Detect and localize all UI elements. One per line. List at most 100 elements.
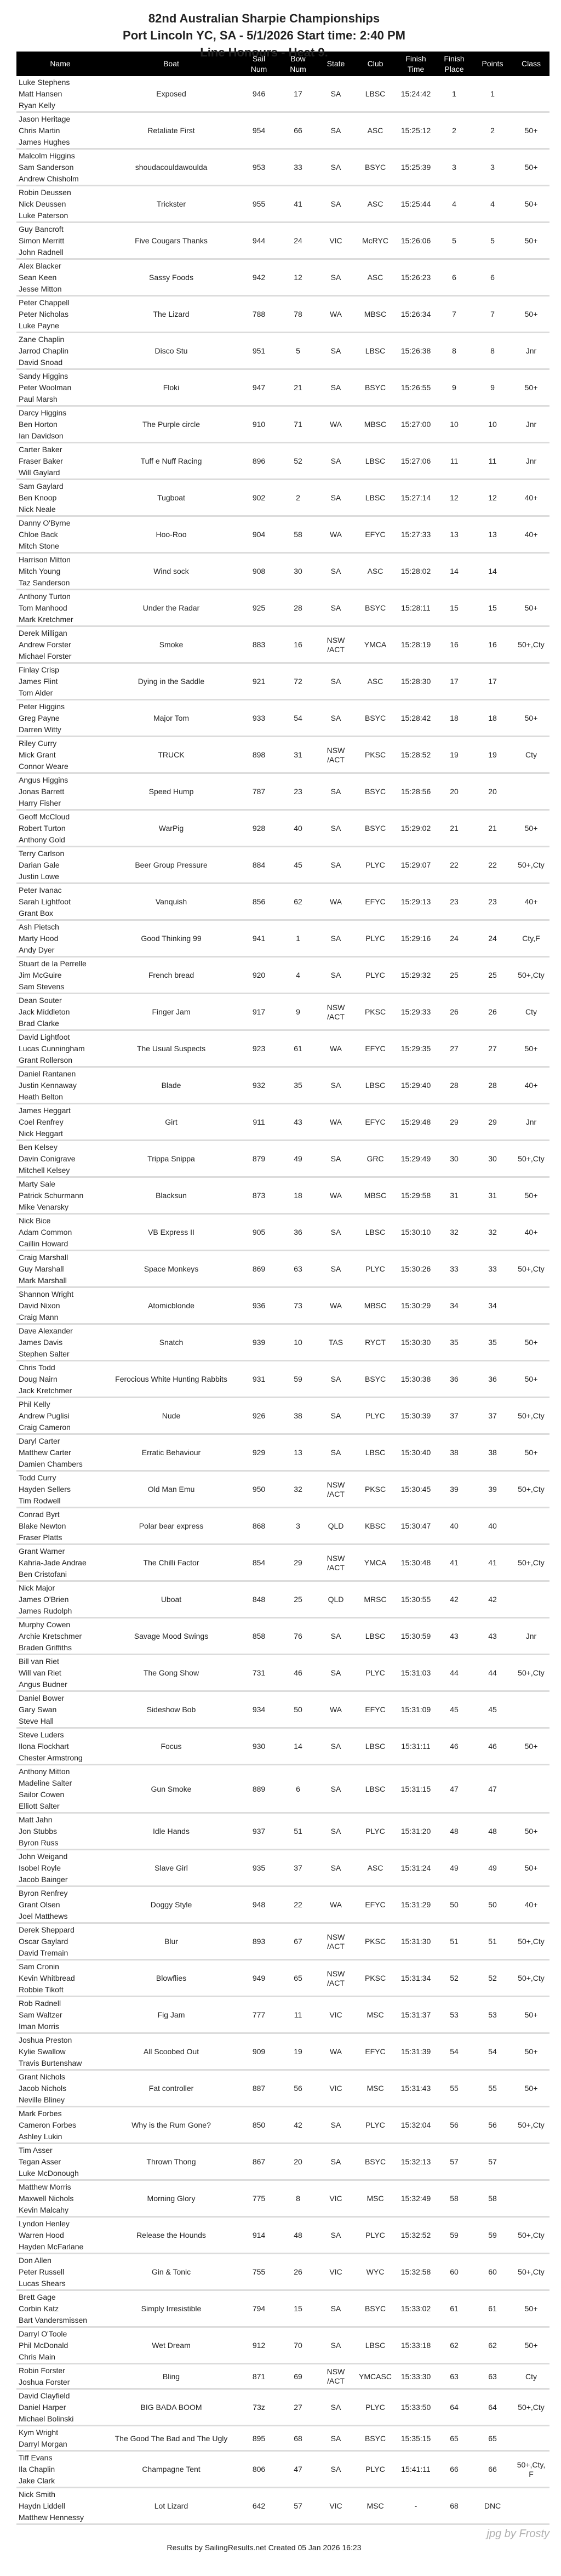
bow-num-cell: 76	[294, 1632, 302, 1640]
points-cell: 1	[490, 89, 495, 98]
finish-time-cell: 15:26:55	[400, 383, 431, 392]
class-cell: 50+,​Cty	[518, 1668, 545, 1677]
points-cell: 51	[488, 1937, 497, 1946]
crew-member: Tiff Evans	[19, 2453, 53, 2462]
class-cell: 50+	[524, 1742, 538, 1751]
column-header-club: Club	[367, 59, 383, 68]
crew-member: Michael Forster	[19, 652, 72, 660]
crew-member: Grant Nichols	[19, 2072, 65, 2081]
crew-cell: Derek Sheppard Oscar Gaylard David Tremain	[16, 1924, 104, 1959]
boat-cell: Fig Jam	[157, 2010, 185, 2019]
sail-num-cell: 902	[252, 493, 266, 502]
bow-num-cell: 51	[294, 1827, 302, 1836]
crew-member: Oscar Gaylard	[19, 1937, 68, 1946]
crew-member: Marty Hood	[19, 934, 59, 943]
finish-time-cell: 15:30:39	[400, 1411, 431, 1420]
crew-member: John Radnell	[19, 248, 64, 257]
points-cell: 36	[488, 1375, 497, 1383]
finish-time-cell: 15:33:50	[400, 2403, 431, 2412]
finish-place-cell: 54	[450, 2047, 459, 2056]
class-cell: 50+	[524, 603, 538, 612]
state-cell: SA	[330, 2433, 341, 2443]
bow-num-cell: 49	[294, 1154, 302, 1163]
column-header-bow-num: Bow Num	[290, 54, 306, 73]
crew-cell: Terry Carlson Darian Gale Justin Lowe	[16, 848, 104, 882]
boat-cell: Sideshow Bob	[146, 1705, 196, 1714]
club-cell: LBSC	[365, 1632, 386, 1640]
crew-member: Kevin Whitbread	[19, 1974, 75, 1982]
points-cell: 47	[488, 1784, 497, 1793]
crew-cell: Robin Forster Joshua Forster	[16, 2365, 104, 2388]
finish-time-cell: 15:25:44	[400, 200, 431, 208]
crew-member: Simon Merritt	[19, 236, 65, 245]
crew-cell: Grant Nichols Jacob Nichols Neville Bliney	[16, 2071, 104, 2106]
finish-time-cell: 15:29:07	[400, 860, 431, 869]
crew-cell: Ben Kelsey Davin Conigrave Mitchell Kelsey	[16, 1142, 104, 1176]
points-cell: 62	[488, 2341, 497, 2350]
crew-member: James O'Brien	[19, 1595, 69, 1604]
column-header-points: Points	[482, 59, 503, 68]
table-row: Terry Carlson Darian Gale Justin Lowe Beer …	[16, 847, 549, 884]
crew-cell: Sandy Higgins Peter Woolman Paul Marsh	[16, 371, 104, 405]
bow-num-cell: 45	[294, 860, 302, 869]
crew-member: Maxwell Nichols	[19, 2194, 74, 2203]
finish-place-cell: 46	[450, 1742, 459, 1751]
crew-cell: Don Allen Peter Russell Lucas Shears	[16, 2255, 104, 2289]
watermark: jpg by Frosty	[486, 2528, 549, 2540]
state-cell: SA	[330, 457, 341, 465]
crew-cell: Brett Gage Corbin Katz Bart Vandersmissen	[16, 2292, 104, 2326]
crew-member: Darcy Higgins	[19, 408, 67, 417]
table-row: Ash Pietsch Marty Hood Andy Dyer Good Think…	[16, 921, 549, 958]
state-cell: NSW​/ACT	[327, 1969, 345, 1987]
bow-num-cell: 3	[296, 1521, 300, 1530]
crew-member: Nick Neale	[19, 505, 56, 514]
club-cell: MRSC	[364, 1595, 387, 1604]
state-cell: VIC	[329, 2084, 342, 2093]
crew-member: Tom Alder	[19, 688, 53, 697]
table-row: Alex Blacker Sean Keen Jesse Mitton Sassy F…	[16, 260, 549, 297]
sail-num-cell: 777	[252, 2010, 266, 2019]
state-cell: SA	[330, 567, 341, 575]
bow-num-cell: 43	[294, 1118, 302, 1126]
crew-cell: Nick Bice Adam Common Caillin Howard	[16, 1215, 104, 1250]
bow-num-cell: 73	[294, 1301, 302, 1310]
crew-member: Sam Sanderson	[19, 163, 74, 172]
table-row: Bill van Riet Will van Riet Angus Budner Th…	[16, 1655, 549, 1692]
sail-num-cell: 787	[252, 787, 266, 796]
crew-cell: Darryl O'Toole Phil McDonald Chris Main	[16, 2328, 104, 2363]
sail-num-cell: 951	[252, 346, 266, 355]
state-cell: WA	[329, 530, 342, 539]
table-row: James Heggart Coel Renfrey Nick Heggart Gir…	[16, 1104, 549, 1141]
finish-place-cell: 25	[450, 971, 459, 979]
table-row: David Clayfield Daniel Harper Michael Boli…	[16, 2390, 549, 2426]
state-cell: SA	[330, 971, 341, 979]
sail-num-cell: 925	[252, 603, 266, 612]
points-cell: 21	[488, 824, 497, 833]
state-cell: SA	[330, 1448, 341, 1457]
sail-num-cell: 923	[252, 1044, 266, 1053]
points-cell: 28	[488, 1081, 497, 1090]
crew-member: Andy Dyer	[19, 945, 55, 954]
crew-member: Angus Budner	[19, 1680, 67, 1689]
crew-member: Kym Wright	[19, 2428, 59, 2437]
club-cell: LBSC	[365, 1784, 386, 1793]
table-row: Jason Heritage Chris Martin James Hughes Re…	[16, 113, 549, 150]
points-cell: 49	[488, 1863, 497, 1872]
state-cell: SA	[330, 2304, 341, 2313]
bow-num-cell: 42	[294, 2121, 302, 2129]
table-header: Name Boat Sail Num Bow Num State Club Finish T…	[16, 52, 549, 76]
crew-member: Daryl Carter	[19, 1437, 60, 1445]
table-row: Peter Higgins Greg Payne Darren Witty Major…	[16, 700, 549, 737]
boat-cell: The Chilli Factor	[143, 1558, 199, 1567]
bow-num-cell: 50	[294, 1705, 302, 1714]
crew-member: David Nixon	[19, 1301, 60, 1310]
finish-time-cell: 15:33:02	[400, 2304, 431, 2313]
table-row: Grant Warner Kahria-Jade Andrae Ben Cristo…	[16, 1545, 549, 1582]
crew-member: Peter Russell	[19, 2267, 65, 2276]
crew-member: Matthew Hennessy	[19, 2513, 84, 2522]
class-cell: Jnr	[525, 346, 537, 355]
crew-cell: Geoff McCloud Robert Turton Anthony Gold	[16, 811, 104, 846]
table-row: Carter Baker Fraser Baker Will Gaylard Tuff…	[16, 443, 549, 480]
finish-time-cell: 15:29:40	[400, 1081, 431, 1090]
crew-member: Robert Turton	[19, 824, 66, 833]
